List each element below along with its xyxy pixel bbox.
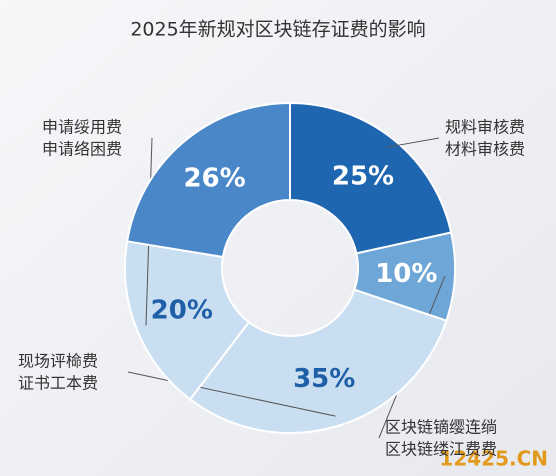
slice-label: 证书工本费 xyxy=(18,374,98,393)
slice-label: 材料审核费 xyxy=(445,140,525,159)
slice-label: 现场评椧费 xyxy=(18,352,98,371)
slice-label: 区块链镝缨连绱 xyxy=(385,418,497,437)
slice-label: 申请绥用费 xyxy=(42,118,122,137)
slice-label: 区块链缕江费费 xyxy=(385,440,497,459)
chart-title: 2025年新规对区块链存证费的影响 xyxy=(130,19,425,41)
value-label: 26% xyxy=(183,164,245,194)
value-label: 25% xyxy=(332,162,394,192)
slice xyxy=(126,101,291,259)
value-label: 10% xyxy=(375,259,437,289)
slice-label: 申请络困费 xyxy=(42,140,122,159)
slice-label: 规料审核费 xyxy=(445,118,525,137)
value-label: 20% xyxy=(151,296,213,326)
slice xyxy=(124,240,251,401)
watermark: 12425.CN xyxy=(439,447,548,471)
leader-line xyxy=(387,137,440,148)
slice xyxy=(289,101,453,255)
value-label: 35% xyxy=(293,364,355,394)
leader-line xyxy=(127,371,336,417)
slice xyxy=(188,288,448,434)
